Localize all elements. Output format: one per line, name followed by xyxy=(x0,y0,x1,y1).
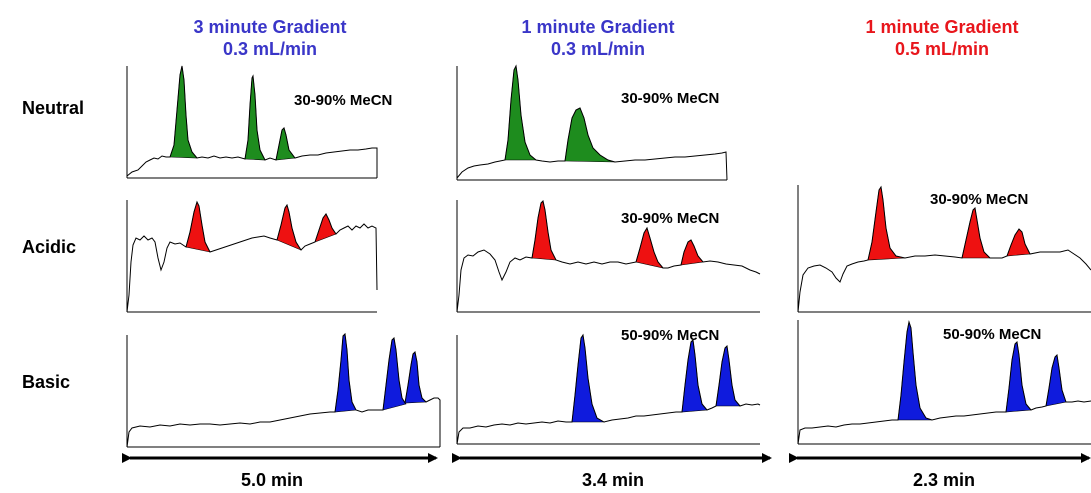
chromatogram-acidic-col1 xyxy=(126,200,378,313)
chromatogram-basic-col2 xyxy=(456,333,761,445)
time-label-col3: 2.3 min xyxy=(912,470,976,490)
column-title-3: 1 minute Gradient 0.5 mL/min xyxy=(832,16,1052,60)
column-title-3-line1: 1 minute Gradient xyxy=(865,17,1019,37)
chromatogram-acidic-col3 xyxy=(797,185,1091,313)
baseline-trace xyxy=(126,65,378,178)
peak xyxy=(314,213,337,243)
peak xyxy=(531,200,557,261)
column-title-2-line2: 0.3 mL/min xyxy=(550,39,646,59)
baseline-trace xyxy=(126,332,441,448)
peak xyxy=(1045,354,1067,407)
column-title-3-line2: 0.5 mL/min xyxy=(894,39,990,59)
peak xyxy=(1006,228,1031,257)
chromatogram-neutral-col2 xyxy=(456,64,728,181)
condition-label-basic-col3: 50-90% MeCN xyxy=(943,326,1042,343)
condition-label-neutral-col2: 30-90% MeCN xyxy=(621,90,720,107)
peak xyxy=(334,333,357,413)
baseline-trace xyxy=(456,333,761,445)
column-title-2: 1 minute Gradient 0.3 mL/min xyxy=(488,16,708,60)
baseline-trace xyxy=(456,200,761,313)
peak xyxy=(867,186,906,261)
chromatogram-acidic-col2 xyxy=(456,200,761,313)
baseline-trace xyxy=(797,185,1091,313)
condition-label-basic-col2: 50-90% MeCN xyxy=(621,327,720,344)
row-label-neutral: Neutral xyxy=(22,98,85,118)
condition-label-neutral-col1: 30-90% MeCN xyxy=(294,92,393,109)
time-label-col1: 5.0 min xyxy=(240,470,304,490)
condition-label-acidic-col3: 30-90% MeCN xyxy=(930,191,1029,208)
baseline-trace xyxy=(456,64,728,181)
column-title-1-line1: 3 minute Gradient xyxy=(193,17,347,37)
baseline-trace xyxy=(126,200,378,313)
column-title-2-line1: 1 minute Gradient xyxy=(521,17,675,37)
row-label-acidic: Acidic xyxy=(22,237,77,257)
baseline-trace xyxy=(797,320,1091,445)
chromatogram-basic-col1 xyxy=(126,332,441,448)
peak xyxy=(404,351,427,404)
row-label-basic: Basic xyxy=(22,372,71,392)
chromatogram-basic-col3 xyxy=(797,320,1091,445)
peak xyxy=(244,74,266,161)
chromatogram-neutral-col1 xyxy=(126,65,378,179)
condition-label-acidic-col2: 30-90% MeCN xyxy=(621,210,720,227)
column-title-1-line2: 0.3 mL/min xyxy=(222,39,318,59)
column-title-1: 3 minute Gradient 0.3 mL/min xyxy=(160,16,380,60)
time-label-col2: 3.4 min xyxy=(581,470,645,490)
